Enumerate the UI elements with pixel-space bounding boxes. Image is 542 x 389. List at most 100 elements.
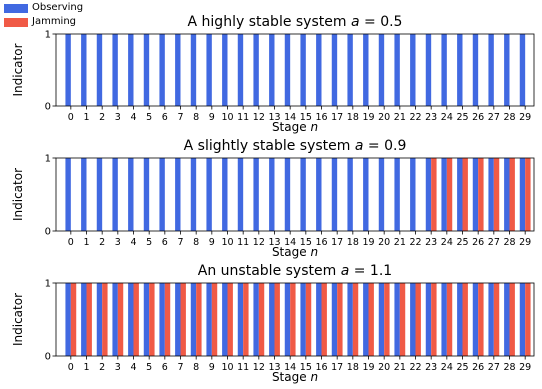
bar-observing-3 [112, 158, 118, 231]
x-tick-label: 29 [519, 112, 531, 123]
x-tick-label: 6 [162, 112, 168, 123]
bar-observing-22 [410, 283, 416, 356]
x-tick-label: 18 [347, 112, 359, 123]
x-tick-label: 16 [315, 237, 327, 248]
x-tick-label: 15 [300, 362, 312, 373]
x-tick-label: 25 [456, 237, 468, 248]
bar-observing-7 [175, 158, 181, 231]
x-tick-label: 15 [300, 237, 312, 248]
bar-observing-0 [65, 283, 71, 356]
bar-observing-13 [269, 158, 275, 231]
x-tick-label: 14 [284, 112, 296, 123]
x-tick-label: 23 [425, 112, 437, 123]
x-tick-label: 26 [472, 362, 484, 373]
bar-observing-8 [190, 283, 197, 356]
legend: Observing Jamming [0, 0, 130, 32]
bar-observing-13 [269, 34, 275, 106]
x-tick-label: 4 [130, 237, 136, 248]
bar-observing-22 [410, 34, 416, 106]
x-tick-label: 19 [362, 112, 374, 123]
bar-jamming-3 [117, 283, 124, 356]
chart-panel-3: 010 1 2 3 4 5 6 7 8 9 10 11 12 13 14 15 16 17 18 19 20 21 22 23… [11, 263, 535, 384]
bar-jamming-9 [211, 283, 218, 356]
plot-frame [55, 33, 535, 107]
bar-observing-25 [457, 283, 463, 356]
bar-jamming-0 [70, 283, 77, 356]
chart-panel-2: 010 1 2 3 4 5 6 7 8 9 10 11 12 13 14 15 16 17 18 19 20 21 22 23… [11, 138, 535, 259]
x-tick-label: 0 [68, 237, 74, 248]
bar-observing-17 [331, 158, 338, 231]
x-tick-label: 8 [193, 362, 199, 373]
bar-observing-14 [284, 158, 291, 231]
bar-observing-19 [363, 34, 369, 106]
bar-observing-3 [112, 283, 118, 356]
plot-frame [55, 157, 535, 232]
y-tick-label: 0 [45, 227, 51, 238]
bar-observing-9 [206, 283, 212, 356]
bar-jamming-23 [431, 158, 437, 231]
x-tick-label: 7 [177, 362, 183, 373]
x-tick-label: 5 [146, 362, 152, 373]
bar-observing-20 [378, 283, 385, 356]
x-tick-label: 15 [300, 112, 312, 123]
chart-panel-1: 010 1 2 3 4 5 6 7 8 9 10 11 12 13 14 15 16 17 18 19 20 21 22 23… [11, 14, 535, 134]
x-tick-label: 1 [83, 362, 89, 373]
x-tick-label: 10 [221, 362, 233, 373]
bar-observing-29 [519, 158, 526, 231]
x-tick-label: 16 [315, 362, 327, 373]
bar-observing-28 [504, 283, 510, 356]
x-tick-label: 28 [503, 112, 515, 123]
x-tick-label: 23 [425, 362, 437, 373]
bar-jamming-15 [305, 283, 312, 356]
bar-observing-18 [347, 158, 353, 231]
bar-observing-11 [237, 34, 244, 106]
bar-jamming-28 [509, 283, 515, 356]
bar-observing-27 [488, 158, 494, 231]
x-tick-label: 6 [162, 237, 168, 248]
bar-observing-25 [457, 158, 463, 231]
x-tick-label: 9 [209, 237, 215, 248]
x-tick-label: 23 [425, 237, 437, 248]
bar-observing-27 [488, 283, 494, 356]
x-tick-label: 24 [441, 362, 453, 373]
bar-observing-19 [363, 283, 369, 356]
bar-jamming-6 [164, 283, 171, 356]
bar-jamming-8 [196, 283, 202, 356]
bar-observing-18 [347, 283, 353, 356]
bar-observing-12 [253, 283, 259, 356]
bar-observing-29 [519, 283, 526, 356]
bar-observing-10 [222, 34, 228, 106]
bar-observing-17 [331, 34, 338, 106]
bar-observing-15 [300, 34, 306, 106]
bar-jamming-2 [102, 283, 108, 356]
bar-observing-0 [65, 34, 71, 106]
x-tick-label: 10 [221, 237, 233, 248]
x-tick-label: 12 [253, 237, 265, 248]
bar-observing-4 [128, 283, 134, 356]
x-tick-label: 22 [409, 237, 421, 248]
y-axis-label: Indicator [11, 43, 25, 96]
bar-observing-2 [96, 34, 103, 106]
bar-observing-16 [316, 283, 322, 356]
bar-jamming-17 [337, 283, 343, 356]
x-tick-label: 8 [193, 112, 199, 123]
x-tick-label: 4 [130, 112, 136, 123]
bar-observing-20 [378, 158, 385, 231]
bar-jamming-27 [493, 283, 500, 356]
bar-jamming-10 [227, 283, 233, 356]
bar-jamming-16 [321, 283, 327, 356]
bar-observing-16 [316, 158, 322, 231]
bar-jamming-19 [368, 283, 374, 356]
legend-swatch-observing [4, 4, 28, 13]
bar-jamming-7 [180, 283, 186, 356]
bar-observing-5 [143, 283, 150, 356]
bar-jamming-5 [149, 283, 155, 356]
plot-frame [55, 282, 535, 357]
x-tick-label: 25 [456, 112, 468, 123]
x-tick-label: 19 [362, 237, 374, 248]
x-tick-label: 10 [221, 112, 233, 123]
x-tick-label: 17 [331, 112, 343, 123]
bar-observing-7 [175, 34, 181, 106]
bar-jamming-24 [446, 158, 453, 231]
